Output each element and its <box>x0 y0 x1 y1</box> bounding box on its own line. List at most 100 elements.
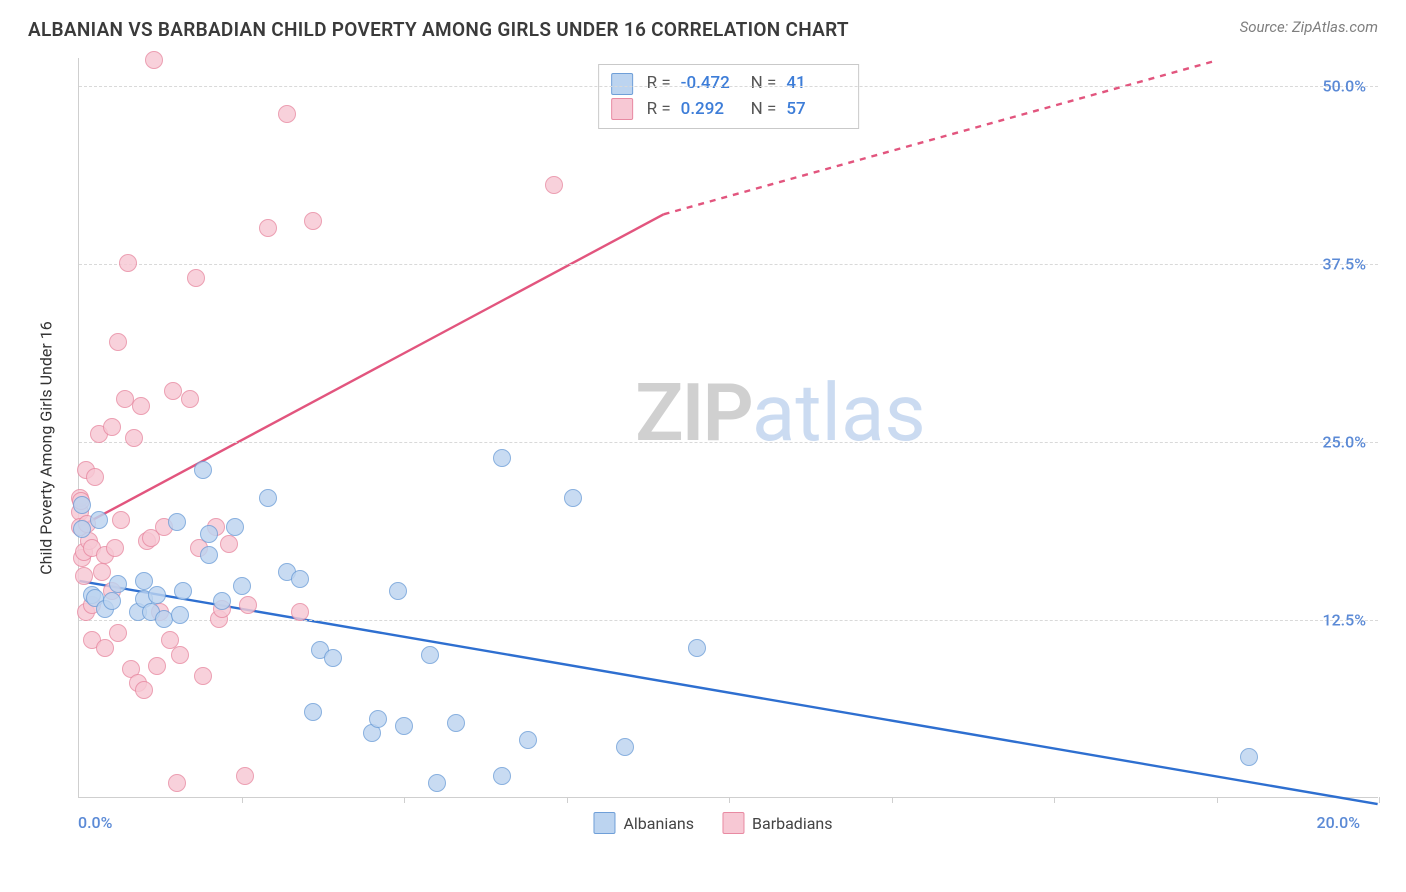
x-tick <box>1217 797 1218 803</box>
y-tick-label: 50.0% <box>1322 77 1366 96</box>
marker-barbadians <box>278 105 296 123</box>
marker-albanians <box>155 610 173 628</box>
marker-albanians <box>174 582 192 600</box>
marker-barbadians <box>168 774 186 792</box>
x-min-label: 0.0% <box>78 813 112 832</box>
source-name: ZipAtlas.com <box>1292 18 1378 36</box>
source-prefix: Source: <box>1240 18 1292 36</box>
marker-albanians <box>171 606 189 624</box>
marker-barbadians <box>181 390 199 408</box>
y-tick-label: 25.0% <box>1322 433 1366 452</box>
legend-item-albanians: Albanians <box>593 812 694 834</box>
marker-barbadians <box>220 535 238 553</box>
marker-barbadians <box>148 657 166 675</box>
marker-barbadians <box>135 681 153 699</box>
r-value-bar: 0.292 <box>681 97 737 123</box>
swatch-albanians-icon <box>593 812 615 834</box>
marker-barbadians <box>187 269 205 287</box>
marker-barbadians <box>132 397 150 415</box>
marker-albanians <box>428 774 446 792</box>
marker-albanians <box>493 449 511 467</box>
r-value-alb: -0.472 <box>681 71 737 97</box>
marker-barbadians <box>75 567 93 585</box>
marker-barbadians <box>106 539 124 557</box>
marker-albanians <box>616 738 634 756</box>
marker-barbadians <box>109 624 127 642</box>
marker-barbadians <box>304 212 322 230</box>
header-bar: ALBANIAN VS BARBADIAN CHILD POVERTY AMON… <box>0 0 1406 49</box>
x-tick <box>242 797 243 803</box>
marker-albanians <box>395 717 413 735</box>
marker-barbadians <box>145 51 163 69</box>
marker-barbadians <box>96 639 114 657</box>
marker-albanians <box>564 489 582 507</box>
marker-barbadians <box>119 254 137 272</box>
source-credit: Source: ZipAtlas.com <box>1240 18 1378 36</box>
marker-albanians <box>688 639 706 657</box>
y-tick-label: 12.5% <box>1322 611 1366 630</box>
n-value-alb: 41 <box>786 71 842 97</box>
marker-albanians <box>103 592 121 610</box>
gridline <box>79 620 1378 621</box>
marker-albanians <box>194 461 212 479</box>
series-legend: Albanians Barbadians <box>593 812 832 834</box>
marker-barbadians <box>103 418 121 436</box>
swatch-albanians <box>611 73 633 95</box>
swatch-barbadians-icon <box>722 812 744 834</box>
marker-barbadians <box>125 429 143 447</box>
y-tick-label: 37.5% <box>1322 255 1366 274</box>
marker-albanians <box>421 646 439 664</box>
chart-container: Child Poverty Among Girls Under 16 ZIPat… <box>48 58 1378 838</box>
x-tick <box>729 797 730 803</box>
marker-barbadians <box>109 333 127 351</box>
marker-albanians <box>389 582 407 600</box>
stats-row-barbadians: R = 0.292 N = 57 <box>611 97 843 123</box>
marker-albanians <box>73 520 91 538</box>
marker-barbadians <box>194 667 212 685</box>
watermark: ZIPatlas <box>635 366 926 460</box>
marker-albanians <box>369 710 387 728</box>
marker-albanians <box>200 525 218 543</box>
marker-albanians <box>73 496 91 514</box>
x-tick <box>1054 797 1055 803</box>
y-axis-title: Child Poverty Among Girls Under 16 <box>37 321 56 575</box>
marker-albanians <box>168 513 186 531</box>
marker-albanians <box>148 586 166 604</box>
marker-albanians <box>1240 748 1258 766</box>
marker-albanians <box>324 649 342 667</box>
n-label-alb: N = <box>751 71 777 97</box>
marker-albanians <box>109 575 127 593</box>
legend-label-barbadians: Barbadians <box>752 814 833 833</box>
marker-barbadians <box>171 646 189 664</box>
marker-barbadians <box>112 511 130 529</box>
x-tick <box>1379 797 1380 803</box>
marker-barbadians <box>93 563 111 581</box>
marker-barbadians <box>86 468 104 486</box>
marker-barbadians <box>259 219 277 237</box>
watermark-part1: ZIP <box>635 366 752 460</box>
marker-barbadians <box>236 767 254 785</box>
n-value-bar: 57 <box>786 97 842 123</box>
x-tick <box>567 797 568 803</box>
gridline <box>79 264 1378 265</box>
r-label-bar: R = <box>647 97 671 123</box>
legend-item-barbadians: Barbadians <box>722 812 833 834</box>
marker-barbadians <box>239 596 257 614</box>
r-label-alb: R = <box>647 71 671 97</box>
marker-albanians <box>447 714 465 732</box>
marker-albanians <box>233 577 251 595</box>
x-max-label: 20.0% <box>1316 813 1360 832</box>
marker-albanians <box>304 703 322 721</box>
marker-albanians <box>226 518 244 536</box>
stats-row-albanians: R = -0.472 N = 41 <box>611 71 843 97</box>
trend-lines <box>79 58 1378 797</box>
marker-albanians <box>90 511 108 529</box>
marker-albanians <box>200 546 218 564</box>
x-tick <box>892 797 893 803</box>
plot-area: ZIPatlas R = -0.472 N = 41 R = 0.292 N =… <box>78 58 1378 798</box>
watermark-part2: atlas <box>752 366 926 460</box>
swatch-barbadians <box>611 98 633 120</box>
marker-albanians <box>259 489 277 507</box>
gridline <box>79 86 1378 87</box>
marker-albanians <box>291 570 309 588</box>
